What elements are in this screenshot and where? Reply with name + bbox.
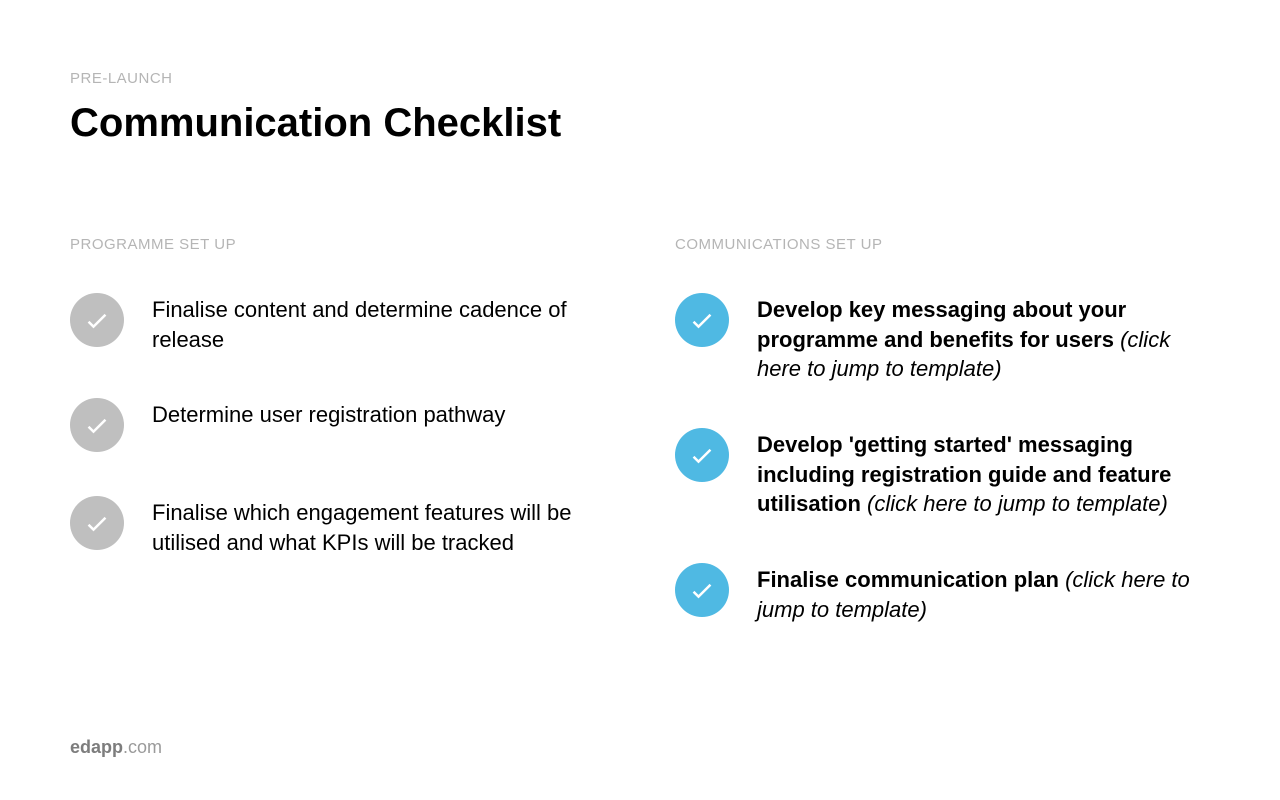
column-heading-right: COMMUNICATIONS SET UP (675, 236, 1210, 253)
footer-logo: edapp.com (70, 737, 162, 758)
check-icon (675, 293, 729, 347)
check-icon (70, 398, 124, 452)
footer-suffix: .com (123, 737, 162, 757)
slide-page: PRE-LAUNCH Communication Checklist PROGR… (0, 0, 1280, 800)
column-programme-setup: PROGRAMME SET UP Finalise content and de… (70, 236, 605, 669)
check-icon (70, 496, 124, 550)
check-icon (70, 293, 124, 347)
page-title: Communication Checklist (70, 101, 1210, 146)
checklist-item-text: Determine user registration pathway (152, 398, 505, 430)
check-icon (675, 563, 729, 617)
check-icon (675, 428, 729, 482)
eyebrow-label: PRE-LAUNCH (70, 70, 1210, 87)
checklist-item-text: Finalise communication plan (click here … (757, 563, 1210, 624)
checklist-item-text: Develop 'getting started' messaging incl… (757, 428, 1210, 519)
checklist-item: Develop 'getting started' messaging incl… (675, 428, 1210, 519)
column-heading-left: PROGRAMME SET UP (70, 236, 605, 253)
columns-container: PROGRAMME SET UP Finalise content and de… (70, 236, 1210, 669)
item-bold-text: Develop key messaging about your program… (757, 297, 1126, 352)
template-link[interactable]: (click here to jump to template) (867, 491, 1168, 516)
checklist-item: Develop key messaging about your program… (675, 293, 1210, 384)
footer-brand: edapp (70, 737, 123, 757)
checklist-item: Finalise which engagement features will … (70, 496, 605, 557)
checklist-item: Finalise content and determine cadence o… (70, 293, 605, 354)
item-bold-text: Finalise communication plan (757, 567, 1065, 592)
column-communications-setup: COMMUNICATIONS SET UP Develop key messag… (675, 236, 1210, 669)
checklist-item-text: Finalise which engagement features will … (152, 496, 605, 557)
checklist-item-text: Develop key messaging about your program… (757, 293, 1210, 384)
checklist-item: Finalise communication plan (click here … (675, 563, 1210, 624)
checklist-item: Determine user registration pathway (70, 398, 605, 452)
checklist-item-text: Finalise content and determine cadence o… (152, 293, 605, 354)
